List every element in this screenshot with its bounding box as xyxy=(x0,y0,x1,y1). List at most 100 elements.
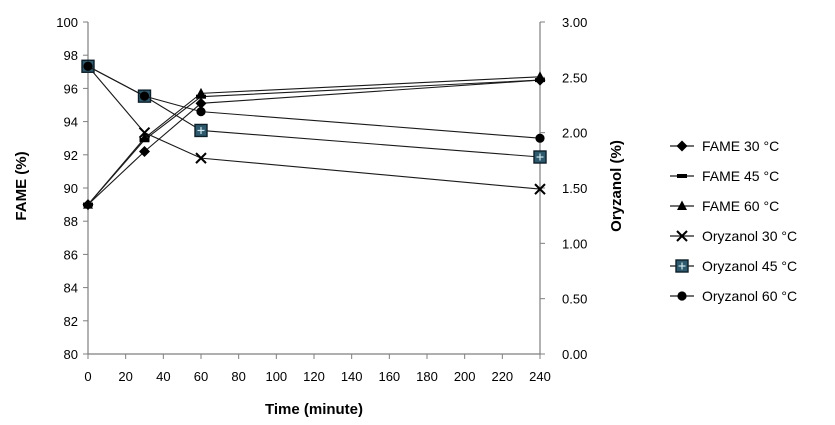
legend: FAME 30 °C FAME 45 °C FAME 60 °C Oryzanol 3… xyxy=(670,138,797,304)
legend-marker xyxy=(677,200,687,210)
data-point xyxy=(83,199,93,209)
x-tick-label: 80 xyxy=(231,369,245,384)
x-tick-label: 240 xyxy=(529,369,551,384)
y-axis-left-title: FAME (%) xyxy=(13,151,30,220)
y-left-tick-label: 82 xyxy=(64,314,78,329)
x-tick-label: 100 xyxy=(265,369,287,384)
legend-marker xyxy=(675,259,689,273)
data-point xyxy=(195,152,207,164)
axes: 80 82 84 86 88 90 92 94 96 98 100 0.00 0.50 1.00 1.50 2… xyxy=(56,15,587,384)
series-oryzanol-60-c xyxy=(83,61,545,143)
series-fame-60-c xyxy=(83,71,545,209)
data-point xyxy=(194,123,208,138)
legend-label: FAME 45 °C xyxy=(702,168,779,184)
x-tick-label: 220 xyxy=(491,369,513,384)
triangle-marker xyxy=(83,199,93,209)
data-point xyxy=(139,132,150,143)
data-point xyxy=(535,71,545,81)
series-oryzanol-45-c xyxy=(81,59,547,164)
series-line xyxy=(87,65,541,190)
x-tick-label: 60 xyxy=(194,369,208,384)
series-fame-30-c xyxy=(82,74,546,211)
x-marker-stroke xyxy=(676,230,688,242)
y-left-tick-label: 86 xyxy=(64,247,78,262)
x-tick-label: 40 xyxy=(156,369,170,384)
dash-marker xyxy=(677,174,687,178)
legend-item: FAME 45 °C xyxy=(670,168,779,184)
x-marker-stroke xyxy=(138,126,151,139)
x-marker-stroke xyxy=(195,152,207,164)
y-left-tick-label: 88 xyxy=(64,214,78,229)
y-right-tick-label: 0.50 xyxy=(562,292,587,307)
circle-marker xyxy=(83,61,93,71)
diamond-marker xyxy=(676,140,688,152)
y-left-tick-label: 98 xyxy=(64,48,78,63)
x-tick-label: 120 xyxy=(303,369,325,384)
diamond-marker xyxy=(195,97,207,109)
series-layer xyxy=(81,59,547,211)
legend-label: Oryzanol 45 °C xyxy=(702,258,797,274)
legend-item: FAME 60 °C xyxy=(670,198,779,214)
y-left-tick-label: 94 xyxy=(64,115,78,130)
legend-item: FAME 30 °C xyxy=(670,138,779,154)
diamond-marker xyxy=(139,145,150,157)
legend-marker xyxy=(677,174,687,178)
series-line xyxy=(87,79,541,206)
y-axis-right-title: Oryzanol (%) xyxy=(608,140,625,232)
y-left-tick-label: 90 xyxy=(64,181,78,196)
data-point xyxy=(139,91,150,101)
triangle-marker xyxy=(196,87,206,98)
y-right-tick-label: 2.50 xyxy=(562,70,587,85)
x-tick-label: 160 xyxy=(378,369,400,384)
series-line xyxy=(87,76,541,205)
legend-item: Oryzanol 60 °C xyxy=(670,288,797,304)
data-point xyxy=(533,150,547,164)
x-marker-stroke xyxy=(534,183,546,195)
triangle-marker xyxy=(677,200,687,210)
legend-marker xyxy=(677,291,687,301)
data-point xyxy=(138,126,151,139)
y-left-tick-label: 84 xyxy=(64,281,78,296)
data-point xyxy=(83,61,93,71)
y-right-tick-label: 1.50 xyxy=(562,181,587,196)
triangle-marker xyxy=(139,132,150,143)
legend-label: FAME 30 °C xyxy=(702,138,779,154)
legend-label: Oryzanol 30 °C xyxy=(702,228,797,244)
legend-label: Oryzanol 60 °C xyxy=(702,288,797,304)
data-point xyxy=(535,133,545,143)
y-right-tick-label: 0.00 xyxy=(562,347,587,362)
y-right-tick-label: 3.00 xyxy=(562,15,587,30)
y-left-tick-label: 100 xyxy=(56,15,78,30)
data-point xyxy=(196,107,206,117)
x-tick-label: 180 xyxy=(416,369,438,384)
x-axis-title: Time (minute) xyxy=(265,401,363,418)
legend-item: Oryzanol 30 °C xyxy=(670,228,797,244)
data-point xyxy=(139,145,150,157)
legend-label: FAME 60 °C xyxy=(702,198,779,214)
y-right-tick-label: 1.00 xyxy=(562,236,587,251)
circle-marker xyxy=(535,133,545,143)
circle-marker xyxy=(677,291,687,301)
x-tick-label: 20 xyxy=(118,369,132,384)
legend-marker xyxy=(676,140,688,152)
series-oryzanol-30-c xyxy=(82,60,546,195)
circle-marker xyxy=(139,91,150,101)
y-right-tick-label: 2.00 xyxy=(562,126,587,141)
x-tick-label: 200 xyxy=(454,369,476,384)
x-tick-label: 140 xyxy=(341,369,363,384)
y-left-tick-label: 92 xyxy=(64,148,78,163)
triangle-marker xyxy=(535,71,545,81)
series-line xyxy=(87,65,541,139)
y-left-tick-label: 80 xyxy=(64,347,78,362)
x-tick-label: 0 xyxy=(84,369,91,384)
legend-marker xyxy=(676,230,688,242)
series-fame-45-c xyxy=(83,78,545,207)
data-point xyxy=(534,183,546,195)
data-point xyxy=(195,97,207,109)
y-left-tick-label: 96 xyxy=(64,81,78,96)
circle-marker xyxy=(196,107,206,117)
legend-item: Oryzanol 45 °C xyxy=(670,258,797,274)
data-point xyxy=(196,87,206,98)
